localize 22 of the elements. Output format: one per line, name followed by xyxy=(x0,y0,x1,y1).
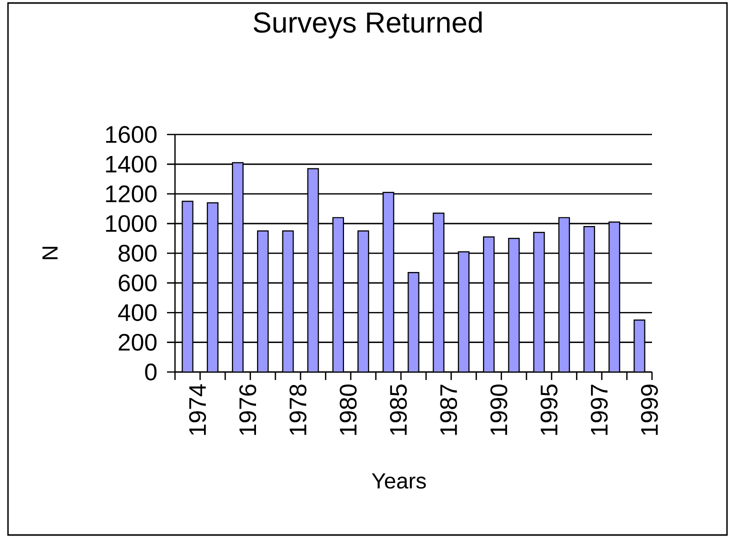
y-tick-label: 1000 xyxy=(106,215,157,232)
x-tick-label: 1987 xyxy=(440,384,458,435)
x-tick-label: 1974 xyxy=(189,384,206,435)
y-tick-label: 400 xyxy=(118,304,157,322)
y-tick-label: 200 xyxy=(118,334,157,351)
x-tick-label: 1980 xyxy=(340,384,357,435)
y-tick-label: 0 xyxy=(145,364,157,380)
y-tick-label: 1400 xyxy=(106,156,157,173)
chart-title: Surveys Returned xyxy=(254,12,482,38)
x-axis-title: Years xyxy=(372,473,426,489)
y-tick-label: 1200 xyxy=(106,185,157,202)
x-tick-label: 1985 xyxy=(390,384,407,435)
y-tick-label: 800 xyxy=(118,244,157,262)
y-tick-label: 600 xyxy=(118,274,157,292)
x-tick-label: 1997 xyxy=(590,384,608,435)
x-tick-label: 1976 xyxy=(239,384,256,435)
x-tick-label: 1978 xyxy=(290,384,306,435)
x-tick-label: 1995 xyxy=(540,384,558,435)
y-axis-title: N xyxy=(42,246,58,260)
x-tick-label: 1990 xyxy=(490,384,508,435)
x-tick-label: 1999 xyxy=(640,384,658,435)
y-tick-label: 1600 xyxy=(106,126,157,143)
